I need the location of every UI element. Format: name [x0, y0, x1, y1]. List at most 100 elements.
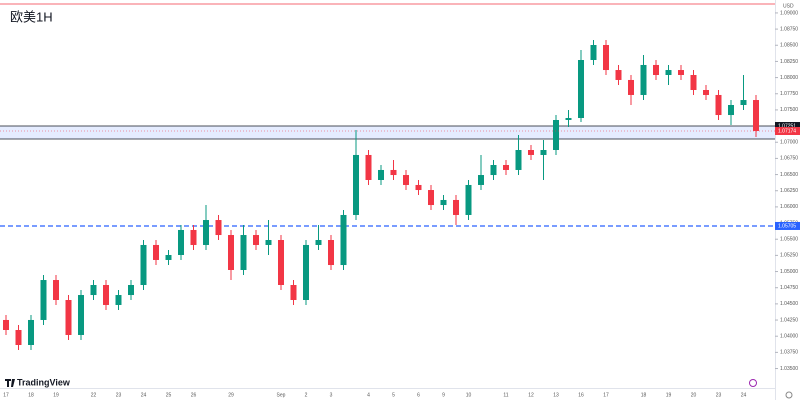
x-tick-label: 24	[141, 392, 147, 398]
event-icon[interactable]	[749, 379, 757, 387]
candle-body	[203, 220, 209, 245]
candle-body	[15, 330, 22, 345]
candle-body	[240, 235, 247, 270]
level-label: 1.05705	[778, 223, 796, 229]
candle-body	[678, 70, 684, 75]
x-tick-label: 19	[53, 392, 59, 398]
candle-body	[528, 150, 534, 155]
candle-body	[340, 214, 347, 266]
candle-body	[28, 319, 34, 345]
candle-body	[40, 280, 47, 320]
last-price-tag	[775, 126, 800, 135]
x-tick-label: 26	[191, 392, 197, 398]
brand: TradingView	[17, 377, 71, 387]
candle-body	[415, 184, 422, 191]
x-tick-label: 5	[392, 392, 395, 398]
candle-body	[178, 229, 184, 255]
chart-title: 欧美1H	[10, 9, 53, 24]
candle-body	[428, 190, 434, 206]
y-tick-label: 1.06500	[780, 172, 798, 178]
candle-body	[65, 300, 72, 335]
x-tick-label: 18	[641, 392, 647, 398]
x-tick-label: 12	[528, 392, 534, 398]
candle-body	[503, 165, 509, 170]
y-tick-label: 1.09000	[780, 10, 798, 16]
candle-body	[315, 240, 322, 245]
y-tick-label: 1.06000	[780, 204, 798, 210]
candle-body	[128, 285, 134, 296]
y-tick-label: 1.05500	[780, 237, 798, 243]
candle-body	[378, 169, 384, 180]
last-price-label: 1.07174	[778, 128, 796, 134]
x-tick-label: 29	[228, 392, 234, 398]
x-tick-label: 18	[28, 392, 34, 398]
candle-body	[390, 169, 397, 176]
candle-body	[453, 199, 459, 215]
candle-body	[715, 94, 722, 116]
candle-body	[653, 64, 659, 75]
candle-body	[115, 295, 122, 305]
y-tick-label: 1.08250	[780, 59, 798, 65]
candle-body	[553, 120, 559, 150]
candle-body	[215, 220, 222, 236]
y-tick-label: 1.08000	[780, 75, 798, 81]
zone-top-tag	[775, 122, 800, 131]
x-tick-label: 20	[691, 392, 697, 398]
logo: TradingView	[5, 377, 71, 387]
x-tick-label: 19	[666, 392, 672, 398]
y-tick-label: 1.04750	[780, 285, 798, 291]
candle-body	[353, 154, 359, 215]
candle-body	[153, 244, 159, 260]
candle-body	[690, 75, 697, 90]
y-tick-label: 1.06250	[780, 188, 798, 194]
currency-label: USD	[783, 3, 794, 9]
candle-body	[190, 229, 197, 245]
x-tick-label: 23	[116, 392, 122, 398]
candle-body	[253, 235, 259, 245]
x-tick-label: 11	[503, 392, 508, 398]
x-tick-label: 17	[3, 392, 9, 398]
candle-body	[278, 240, 284, 285]
y-tick-label: 1.04250	[780, 317, 798, 323]
x-tick-label: 16	[578, 392, 584, 398]
x-tick-label: 4	[367, 392, 370, 398]
candle-body	[590, 45, 597, 60]
zone-top-label: 1.07251	[778, 123, 796, 129]
y-tick-label: 1.07500	[780, 107, 798, 113]
x-tick-label: 17	[603, 392, 609, 398]
candle-body	[140, 244, 147, 285]
candle-body	[665, 70, 672, 75]
candle-body	[478, 175, 484, 185]
level-tag	[775, 221, 800, 230]
x-tick-label: 22	[91, 392, 97, 398]
zone	[0, 126, 775, 140]
y-tick-label: 1.03750	[780, 350, 798, 356]
candle-body	[303, 244, 309, 300]
candle-body	[740, 100, 747, 105]
candle-body	[628, 79, 634, 95]
candle-body	[440, 199, 447, 206]
x-tick-label: 9	[442, 392, 445, 398]
y-tick-label: 1.04500	[780, 301, 798, 307]
candle-body	[603, 45, 609, 71]
candle-body	[53, 280, 59, 300]
y-tick-label: 1.08750	[780, 26, 798, 32]
y-tick-label: 1.07000	[780, 140, 798, 146]
y-tick-label: 1.08500	[780, 43, 798, 49]
candle-body	[615, 70, 622, 80]
candle-body	[165, 255, 172, 260]
candle-body	[565, 117, 572, 120]
candle-body	[228, 235, 234, 270]
x-tick-label: 2	[305, 392, 308, 398]
candle-body	[640, 64, 647, 95]
settings-icon[interactable]	[785, 391, 793, 399]
x-tick-label: 23	[716, 392, 722, 398]
y-tick-label: 1.07750	[780, 91, 798, 97]
candle-body	[465, 184, 472, 215]
candle-body	[78, 295, 84, 335]
y-tick-label: 1.06750	[780, 156, 798, 162]
x-tick-label: 25	[166, 392, 172, 398]
candle-body	[265, 240, 272, 245]
candle-body	[365, 154, 372, 180]
